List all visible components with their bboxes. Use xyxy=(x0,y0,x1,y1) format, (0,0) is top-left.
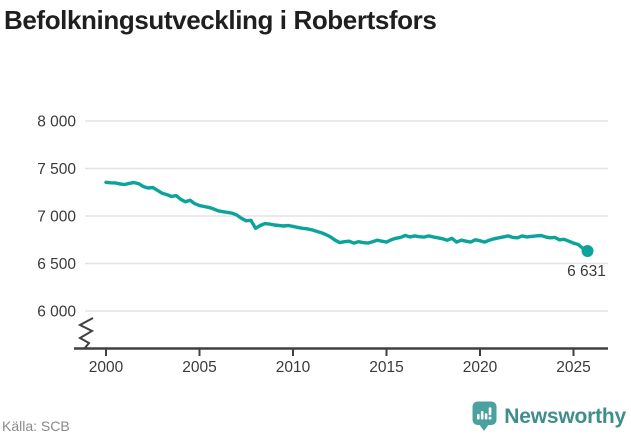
y-tick-label: 7 500 xyxy=(37,161,76,178)
exclamation-dot-icon xyxy=(488,416,492,420)
source-note: Källa: SCB xyxy=(2,418,70,434)
page-title: Befolkningsutveckling i Robertsfors xyxy=(4,5,437,35)
newsworthy-logo: Newsworthy xyxy=(472,401,626,432)
bar-icon-2 xyxy=(481,411,484,420)
axis-break-icon xyxy=(77,317,95,350)
newsworthy-bubble-icon xyxy=(472,401,497,431)
x-tick-label: 2025 xyxy=(556,359,590,376)
x-tick-label: 2005 xyxy=(182,359,216,376)
y-tick-label: 7 000 xyxy=(37,209,76,226)
y-tick-label: 8 000 xyxy=(37,114,76,131)
end-point-dot xyxy=(581,245,594,258)
speech-bubble-shape xyxy=(472,401,497,431)
x-tick-label: 2000 xyxy=(89,359,124,376)
population-line xyxy=(104,180,590,253)
y-tick-label: 6 500 xyxy=(37,256,76,273)
x-tick-label: 2020 xyxy=(463,359,498,376)
population-chart: 8 000 7 500 7 000 6 500 6 000 2000 2005 2010 201… xyxy=(37,114,608,376)
bar-icon-1 xyxy=(477,414,480,420)
brand-name: Newsworthy xyxy=(504,404,626,428)
y-tick-label: 6 000 xyxy=(37,304,76,321)
bar-icon-3 xyxy=(485,413,488,420)
end-value-label: 6 631 xyxy=(567,263,606,280)
exclamation-stroke-icon xyxy=(488,407,492,416)
x-tick-label: 2010 xyxy=(276,359,311,376)
x-tick-label: 2015 xyxy=(369,359,403,376)
